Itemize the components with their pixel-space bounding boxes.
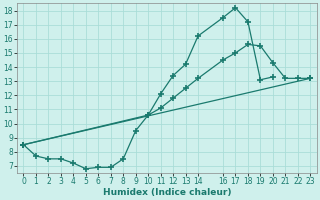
- X-axis label: Humidex (Indice chaleur): Humidex (Indice chaleur): [103, 188, 231, 197]
